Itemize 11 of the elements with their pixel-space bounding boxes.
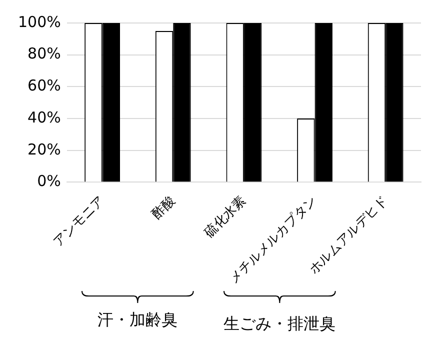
x-tick-label: アンモニア	[50, 193, 108, 250]
text: 生ごみ・排泄臭	[222, 314, 336, 335]
y-tick-label: 20%	[28, 140, 61, 158]
x-tick-label: 硫化水素	[202, 193, 250, 241]
y-tick-label: 80%	[28, 44, 61, 63]
y-tick-label: 0%	[37, 172, 61, 190]
y-tick-label: 60%	[28, 76, 61, 95]
y-tick-label: 40%	[28, 108, 61, 126]
x-tick-label: 酢酸	[149, 193, 178, 222]
y-tick-label: 100%	[18, 12, 61, 31]
text: 汗・加齢臭	[96, 310, 179, 331]
